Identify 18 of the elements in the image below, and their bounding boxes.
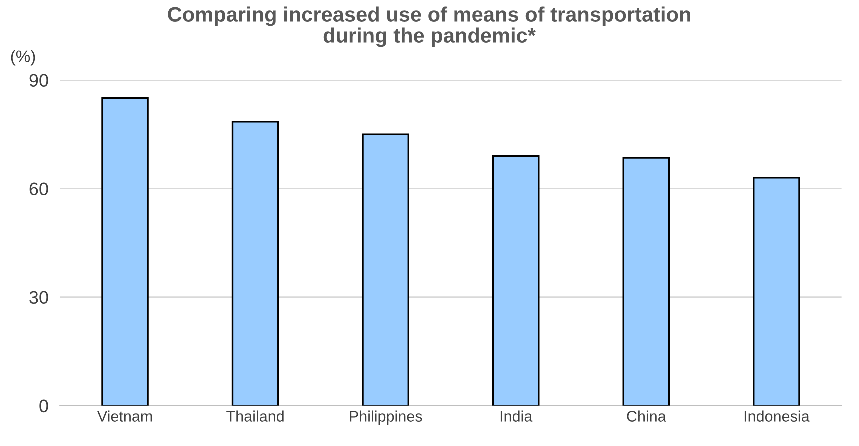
bar bbox=[362, 134, 410, 406]
y-tick-label: 0 bbox=[40, 400, 48, 413]
bar bbox=[622, 157, 670, 406]
y-tick-label: 90 bbox=[30, 74, 48, 87]
bar bbox=[102, 98, 149, 406]
x-tick-label: Vietnam bbox=[97, 410, 152, 422]
x-tick-label: China bbox=[627, 410, 666, 422]
bar bbox=[232, 121, 280, 406]
chart-title: Comparing increased use of means of transportation during the pandemic* bbox=[168, 6, 690, 48]
y-tick-label: 30 bbox=[30, 291, 48, 304]
x-tick-label: Philippines bbox=[350, 410, 422, 425]
y-tick-label: 60 bbox=[30, 182, 48, 196]
x-tick-label: India bbox=[500, 410, 533, 422]
bar bbox=[753, 177, 800, 406]
x-tick-label: Indonesia bbox=[744, 410, 810, 422]
y-axis-title: (%) bbox=[11, 50, 36, 66]
x-tick-label: Thailand bbox=[226, 410, 284, 422]
bar bbox=[492, 155, 540, 406]
